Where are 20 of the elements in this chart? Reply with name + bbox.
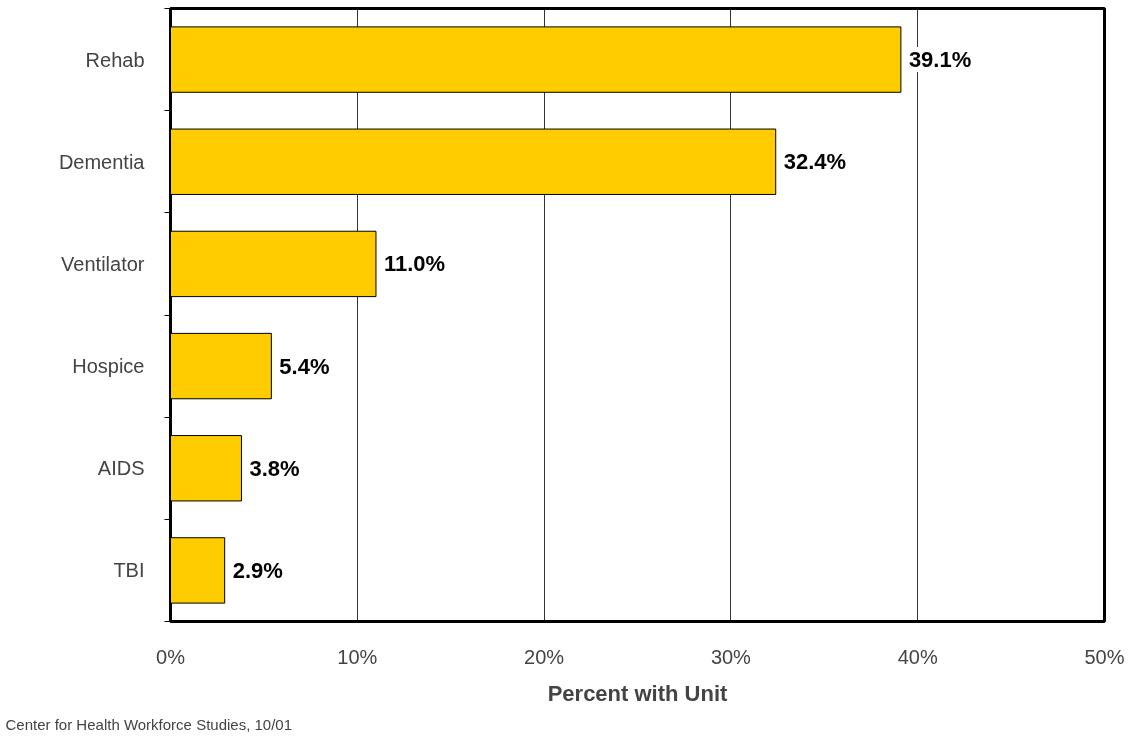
y-tick-label: Hospice bbox=[72, 355, 145, 378]
y-tick-label: Ventilator bbox=[61, 252, 145, 275]
data-label: 11.0% bbox=[383, 251, 446, 277]
x-tick-label: 20% bbox=[524, 645, 565, 668]
text: Center for Health Workforce Studies, 10/01 bbox=[5, 715, 293, 733]
y-tick-label: Dementia bbox=[58, 150, 146, 173]
data-label: 39.1% bbox=[908, 47, 972, 73]
x-tick-label: 0% bbox=[156, 645, 186, 668]
data-label: 3.8% bbox=[249, 455, 300, 481]
x-tick-label: 40% bbox=[897, 645, 938, 668]
x-axis-title: Percent with Unit bbox=[547, 680, 729, 706]
x-tick-label: 30% bbox=[710, 645, 752, 668]
data-label: 32.4% bbox=[783, 149, 847, 175]
x-tick-label: 50% bbox=[1084, 645, 1125, 668]
y-tick-label: Rehab bbox=[85, 48, 145, 71]
data-label: 5.4% bbox=[279, 353, 330, 379]
x-tick-label: 10% bbox=[337, 645, 378, 668]
y-tick-label: TBI bbox=[113, 559, 145, 582]
data-label: 2.9% bbox=[232, 557, 283, 583]
y-tick-label: AIDS bbox=[97, 457, 145, 480]
